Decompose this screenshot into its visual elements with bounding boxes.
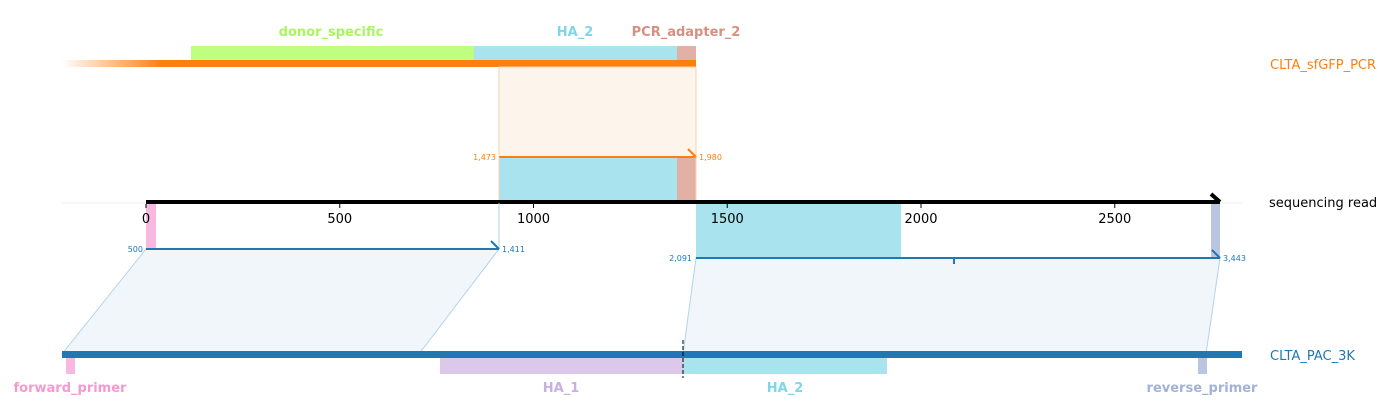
- bottom-feature-ha-2-label: HA_2: [767, 381, 804, 396]
- read-forward-primer: [146, 203, 156, 249]
- top-feature-donor-specific-block: [191, 46, 474, 61]
- top-alignment-arrowhead: [687, 148, 697, 158]
- top-reference-bar: [160, 60, 696, 67]
- axis-tick-label: 1500: [711, 212, 744, 227]
- sequencing-read-axis: 0 500 1000 1500 2000 2500 sequencing read: [62, 192, 1377, 258]
- bottom-feature-reverse-primer-label: reverse_primer: [1147, 381, 1259, 396]
- axis-tick-label: 0: [142, 212, 150, 227]
- top-alignment: 1,473 1,980: [473, 66, 722, 202]
- axis-tick-label: 500: [327, 212, 352, 227]
- axis-ticks: 0 500 1000 1500 2000 2500: [142, 204, 1131, 227]
- bottom-reference-name: CLTA_PAC_3K: [1270, 349, 1355, 364]
- bottom-right-alignment-projection: [682, 257, 1221, 355]
- bottom-left-alignment-projection: [60, 248, 501, 355]
- axis-tick-label: 2500: [1098, 212, 1131, 227]
- bottom-left-alignment-start-label: 500: [128, 245, 143, 254]
- top-reference-name: CLTA_sfGFP_PCR: [1270, 58, 1376, 73]
- bottom-feature-forward-primer-block: [66, 358, 75, 374]
- bottom-feature-forward-primer-label: forward_primer: [14, 381, 128, 396]
- bottom-feature-ha-2-block: [683, 358, 887, 374]
- bottom-reference-bar: [62, 351, 1242, 358]
- bottom-left-alignment-end-label: 1,411: [502, 245, 525, 254]
- top-alignment-end-label: 1,980: [699, 153, 722, 162]
- top-alignment-projection: [498, 66, 697, 158]
- bottom-feature-ha-1-block: [440, 358, 683, 374]
- top-feature-ha-2-block: [474, 46, 677, 61]
- read-pcr-adapter-2-from-top: [677, 157, 696, 202]
- top-alignment-start-label: 1,473: [473, 153, 496, 162]
- bottom-reference: forward_primer HA_1 HA_2 reverse_primer …: [14, 340, 1355, 396]
- top-feature-pcr-adapter-2-label: PCR_adapter_2: [632, 25, 741, 40]
- top-feature-pcr-adapter-2-block: [677, 46, 696, 61]
- read-reverse-primer: [1211, 203, 1220, 258]
- read-arrowhead: [1209, 192, 1222, 204]
- axis-tick-label: 2000: [904, 212, 937, 227]
- top-reference-fade: [62, 60, 162, 67]
- top-feature-donor-specific-label: donor_specific: [279, 25, 384, 40]
- bottom-right-alignment: 2,091 3,443: [669, 249, 1246, 355]
- bottom-left-alignment: 500 1,411: [60, 203, 525, 355]
- read-ha-2-from-bottom: [696, 203, 901, 258]
- read-ha-2-from-top: [499, 157, 677, 202]
- bottom-left-alignment-arrowhead: [490, 240, 500, 250]
- top-feature-ha-2-label: HA_2: [557, 25, 594, 40]
- read-name: sequencing read: [1269, 196, 1377, 211]
- bottom-right-alignment-arrowhead: [1211, 249, 1221, 259]
- bottom-right-alignment-end-label: 3,443: [1223, 254, 1246, 263]
- bottom-feature-reverse-primer-block: [1198, 358, 1207, 374]
- axis-tick-label: 1000: [517, 212, 550, 227]
- bottom-feature-ha-1-label: HA_1: [543, 381, 580, 396]
- top-reference: donor_specific HA_2 PCR_adapter_2 CLTA_s…: [62, 25, 1376, 73]
- bottom-right-alignment-start-label: 2,091: [669, 254, 692, 263]
